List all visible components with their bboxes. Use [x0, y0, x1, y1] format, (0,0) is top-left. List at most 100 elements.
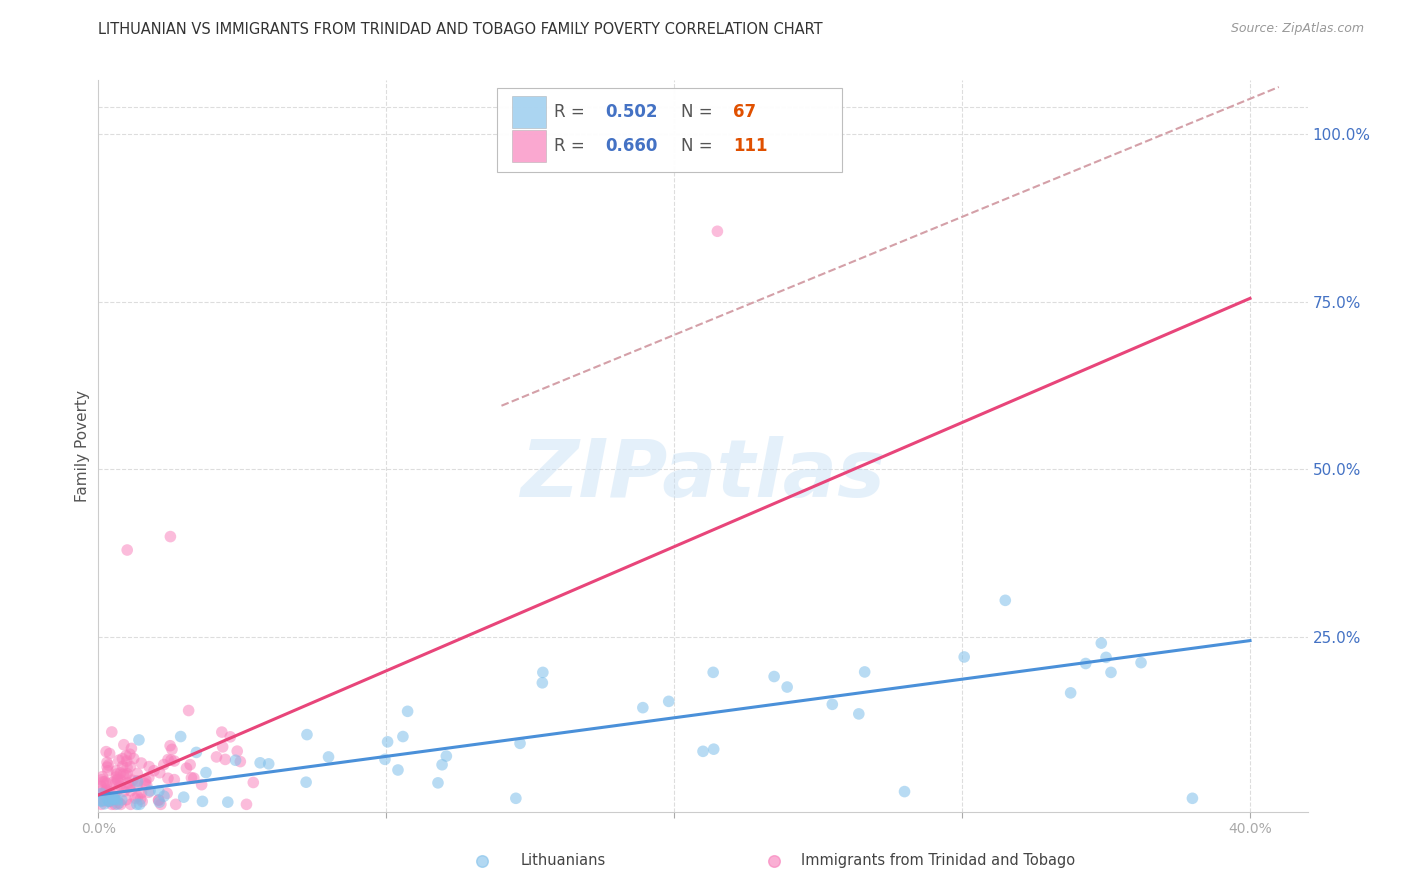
Point — [631, 700, 654, 714]
Point — [471, 854, 494, 868]
Point — [127, 774, 149, 789]
Point — [177, 704, 200, 718]
Point — [169, 730, 191, 744]
Point — [96, 756, 118, 770]
Point — [98, 785, 121, 799]
Point — [115, 754, 138, 768]
Point — [118, 747, 141, 762]
Point — [219, 730, 242, 744]
Point — [111, 793, 134, 807]
Point — [91, 787, 114, 801]
Point — [90, 794, 112, 808]
Text: Source: ZipAtlas.com: Source: ZipAtlas.com — [1230, 22, 1364, 36]
Point — [118, 780, 141, 794]
Point — [105, 764, 128, 778]
Point — [152, 757, 174, 772]
Point — [107, 782, 129, 797]
Point — [229, 755, 252, 769]
Point — [163, 754, 186, 768]
Point — [103, 790, 125, 805]
Point — [98, 794, 121, 808]
Point — [100, 792, 122, 806]
Point — [105, 797, 128, 811]
Point — [127, 778, 149, 792]
Point — [115, 780, 138, 795]
Point — [115, 761, 138, 775]
Point — [159, 739, 181, 753]
Point — [295, 728, 318, 742]
Point — [115, 766, 138, 780]
Point — [97, 758, 120, 772]
Point — [153, 789, 176, 804]
Point — [191, 794, 214, 808]
Point — [111, 752, 134, 766]
Point — [138, 785, 160, 799]
Point — [105, 772, 128, 787]
Point — [163, 772, 186, 787]
Point — [821, 698, 844, 712]
Point — [131, 756, 153, 770]
Point — [226, 744, 249, 758]
Point — [148, 784, 170, 798]
Y-axis label: Family Poverty: Family Poverty — [75, 390, 90, 502]
Point — [108, 753, 131, 767]
Point — [149, 765, 172, 780]
Point — [110, 773, 132, 788]
FancyBboxPatch shape — [512, 95, 546, 128]
Point — [183, 771, 205, 785]
Point — [112, 784, 135, 798]
Point — [110, 766, 132, 780]
Point — [94, 784, 117, 798]
Point — [139, 784, 162, 798]
Point — [427, 776, 450, 790]
Point — [763, 854, 786, 868]
Point — [98, 795, 121, 809]
Text: 67: 67 — [734, 103, 756, 120]
Point — [105, 767, 128, 781]
Point — [1090, 636, 1112, 650]
Point — [131, 794, 153, 808]
Point — [179, 757, 201, 772]
Point — [127, 789, 149, 804]
Point — [249, 756, 271, 770]
Point — [111, 759, 134, 773]
Text: Immigrants from Trinidad and Tobago: Immigrants from Trinidad and Tobago — [801, 854, 1076, 868]
Point — [776, 680, 799, 694]
Text: 111: 111 — [734, 137, 768, 155]
Point — [91, 770, 114, 784]
Text: R =: R = — [554, 137, 591, 155]
Point — [148, 793, 170, 807]
Point — [434, 749, 457, 764]
Point — [97, 787, 120, 801]
Point — [105, 776, 128, 790]
Point — [430, 757, 453, 772]
Point — [706, 224, 728, 238]
Point — [318, 750, 340, 764]
Point — [96, 760, 118, 774]
Point — [156, 786, 179, 800]
Point — [120, 759, 142, 773]
Point — [160, 753, 183, 767]
Point — [295, 775, 318, 789]
Point — [93, 794, 115, 808]
Point — [122, 751, 145, 765]
Point — [211, 739, 233, 754]
Point — [112, 738, 135, 752]
Point — [186, 746, 208, 760]
Point — [107, 773, 129, 788]
Point — [115, 768, 138, 782]
Point — [97, 764, 120, 778]
Point — [176, 761, 198, 775]
Point — [90, 787, 112, 801]
Point — [134, 776, 156, 790]
Point — [135, 773, 157, 788]
Point — [135, 778, 157, 792]
Point — [138, 771, 160, 785]
Point — [217, 795, 239, 809]
Point — [128, 733, 150, 747]
Text: ZIPatlas: ZIPatlas — [520, 436, 886, 515]
Point — [117, 776, 139, 790]
Point — [128, 797, 150, 812]
Point — [100, 789, 122, 804]
Point — [165, 797, 187, 812]
